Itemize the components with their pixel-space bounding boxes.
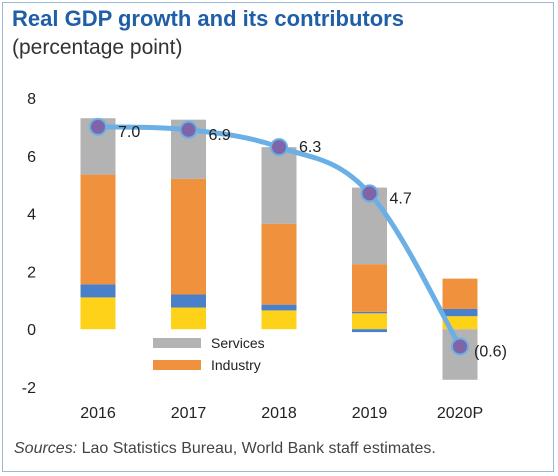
growth-data-label: (0.6) bbox=[474, 344, 507, 361]
x-tick-label: 2020P bbox=[437, 405, 483, 422]
bar-segment-blue-segment bbox=[352, 329, 387, 333]
growth-data-label: 4.7 bbox=[390, 190, 412, 207]
bar-segment-blue-segment bbox=[171, 294, 206, 308]
bar-segment-blue-segment bbox=[352, 311, 387, 314]
y-tick-label: 2 bbox=[27, 264, 36, 281]
y-tick-label: 8 bbox=[27, 91, 36, 108]
growth-marker bbox=[89, 117, 107, 136]
bar-segment-industry bbox=[442, 278, 478, 309]
bar-segment-industry bbox=[80, 174, 116, 285]
chart-subtitle: (percentage point) bbox=[12, 36, 183, 59]
bar-segment-yellow-segment bbox=[171, 307, 206, 330]
x-tick-label: 2016 bbox=[80, 405, 116, 422]
legend-services-swatch bbox=[153, 338, 201, 348]
source-label: Sources: bbox=[14, 440, 78, 457]
legend-services-label: Services bbox=[211, 335, 265, 351]
growth-marker bbox=[179, 120, 198, 139]
bar-segment-blue-segment bbox=[261, 304, 297, 311]
x-tick-label: 2018 bbox=[261, 405, 297, 422]
growth-marker bbox=[451, 337, 469, 356]
growth-line bbox=[95, 124, 463, 350]
x-tick-label: 2017 bbox=[171, 405, 207, 422]
growth-marker bbox=[270, 138, 288, 157]
source-note: Sources: Lao Statistics Bureau, World Ba… bbox=[14, 440, 436, 458]
legend-industry-label: Industry bbox=[211, 357, 261, 373]
y-tick-label: -2 bbox=[22, 380, 36, 397]
growth-data-label: 6.3 bbox=[299, 139, 321, 156]
bar-segment-industry bbox=[352, 264, 387, 312]
bar-segment-yellow-segment bbox=[80, 297, 116, 330]
growth-marker bbox=[360, 184, 379, 203]
bar-segment-blue-segment bbox=[442, 308, 478, 317]
bar-segment-blue-segment bbox=[80, 284, 116, 298]
y-tick-label: 0 bbox=[27, 322, 36, 339]
bar-segment-industry bbox=[171, 178, 206, 295]
bar-segment-services bbox=[261, 147, 297, 224]
legend-industry-swatch bbox=[153, 360, 201, 370]
growth-data-label: 7.0 bbox=[118, 124, 140, 141]
x-tick-label: 2019 bbox=[352, 405, 388, 422]
growth-data-label: 6.9 bbox=[209, 127, 231, 144]
bar-segment-industry bbox=[261, 223, 297, 305]
y-tick-label: 4 bbox=[27, 207, 36, 224]
bar-segment-yellow-segment bbox=[352, 313, 387, 330]
chart-frame bbox=[2, 2, 554, 472]
chart-title: Real GDP growth and its contributors bbox=[12, 6, 404, 31]
bar-segment-yellow-segment bbox=[261, 310, 297, 330]
y-tick-label: 6 bbox=[27, 149, 36, 166]
source-text: Lao Statistics Bureau, World Bank staff … bbox=[77, 440, 436, 457]
